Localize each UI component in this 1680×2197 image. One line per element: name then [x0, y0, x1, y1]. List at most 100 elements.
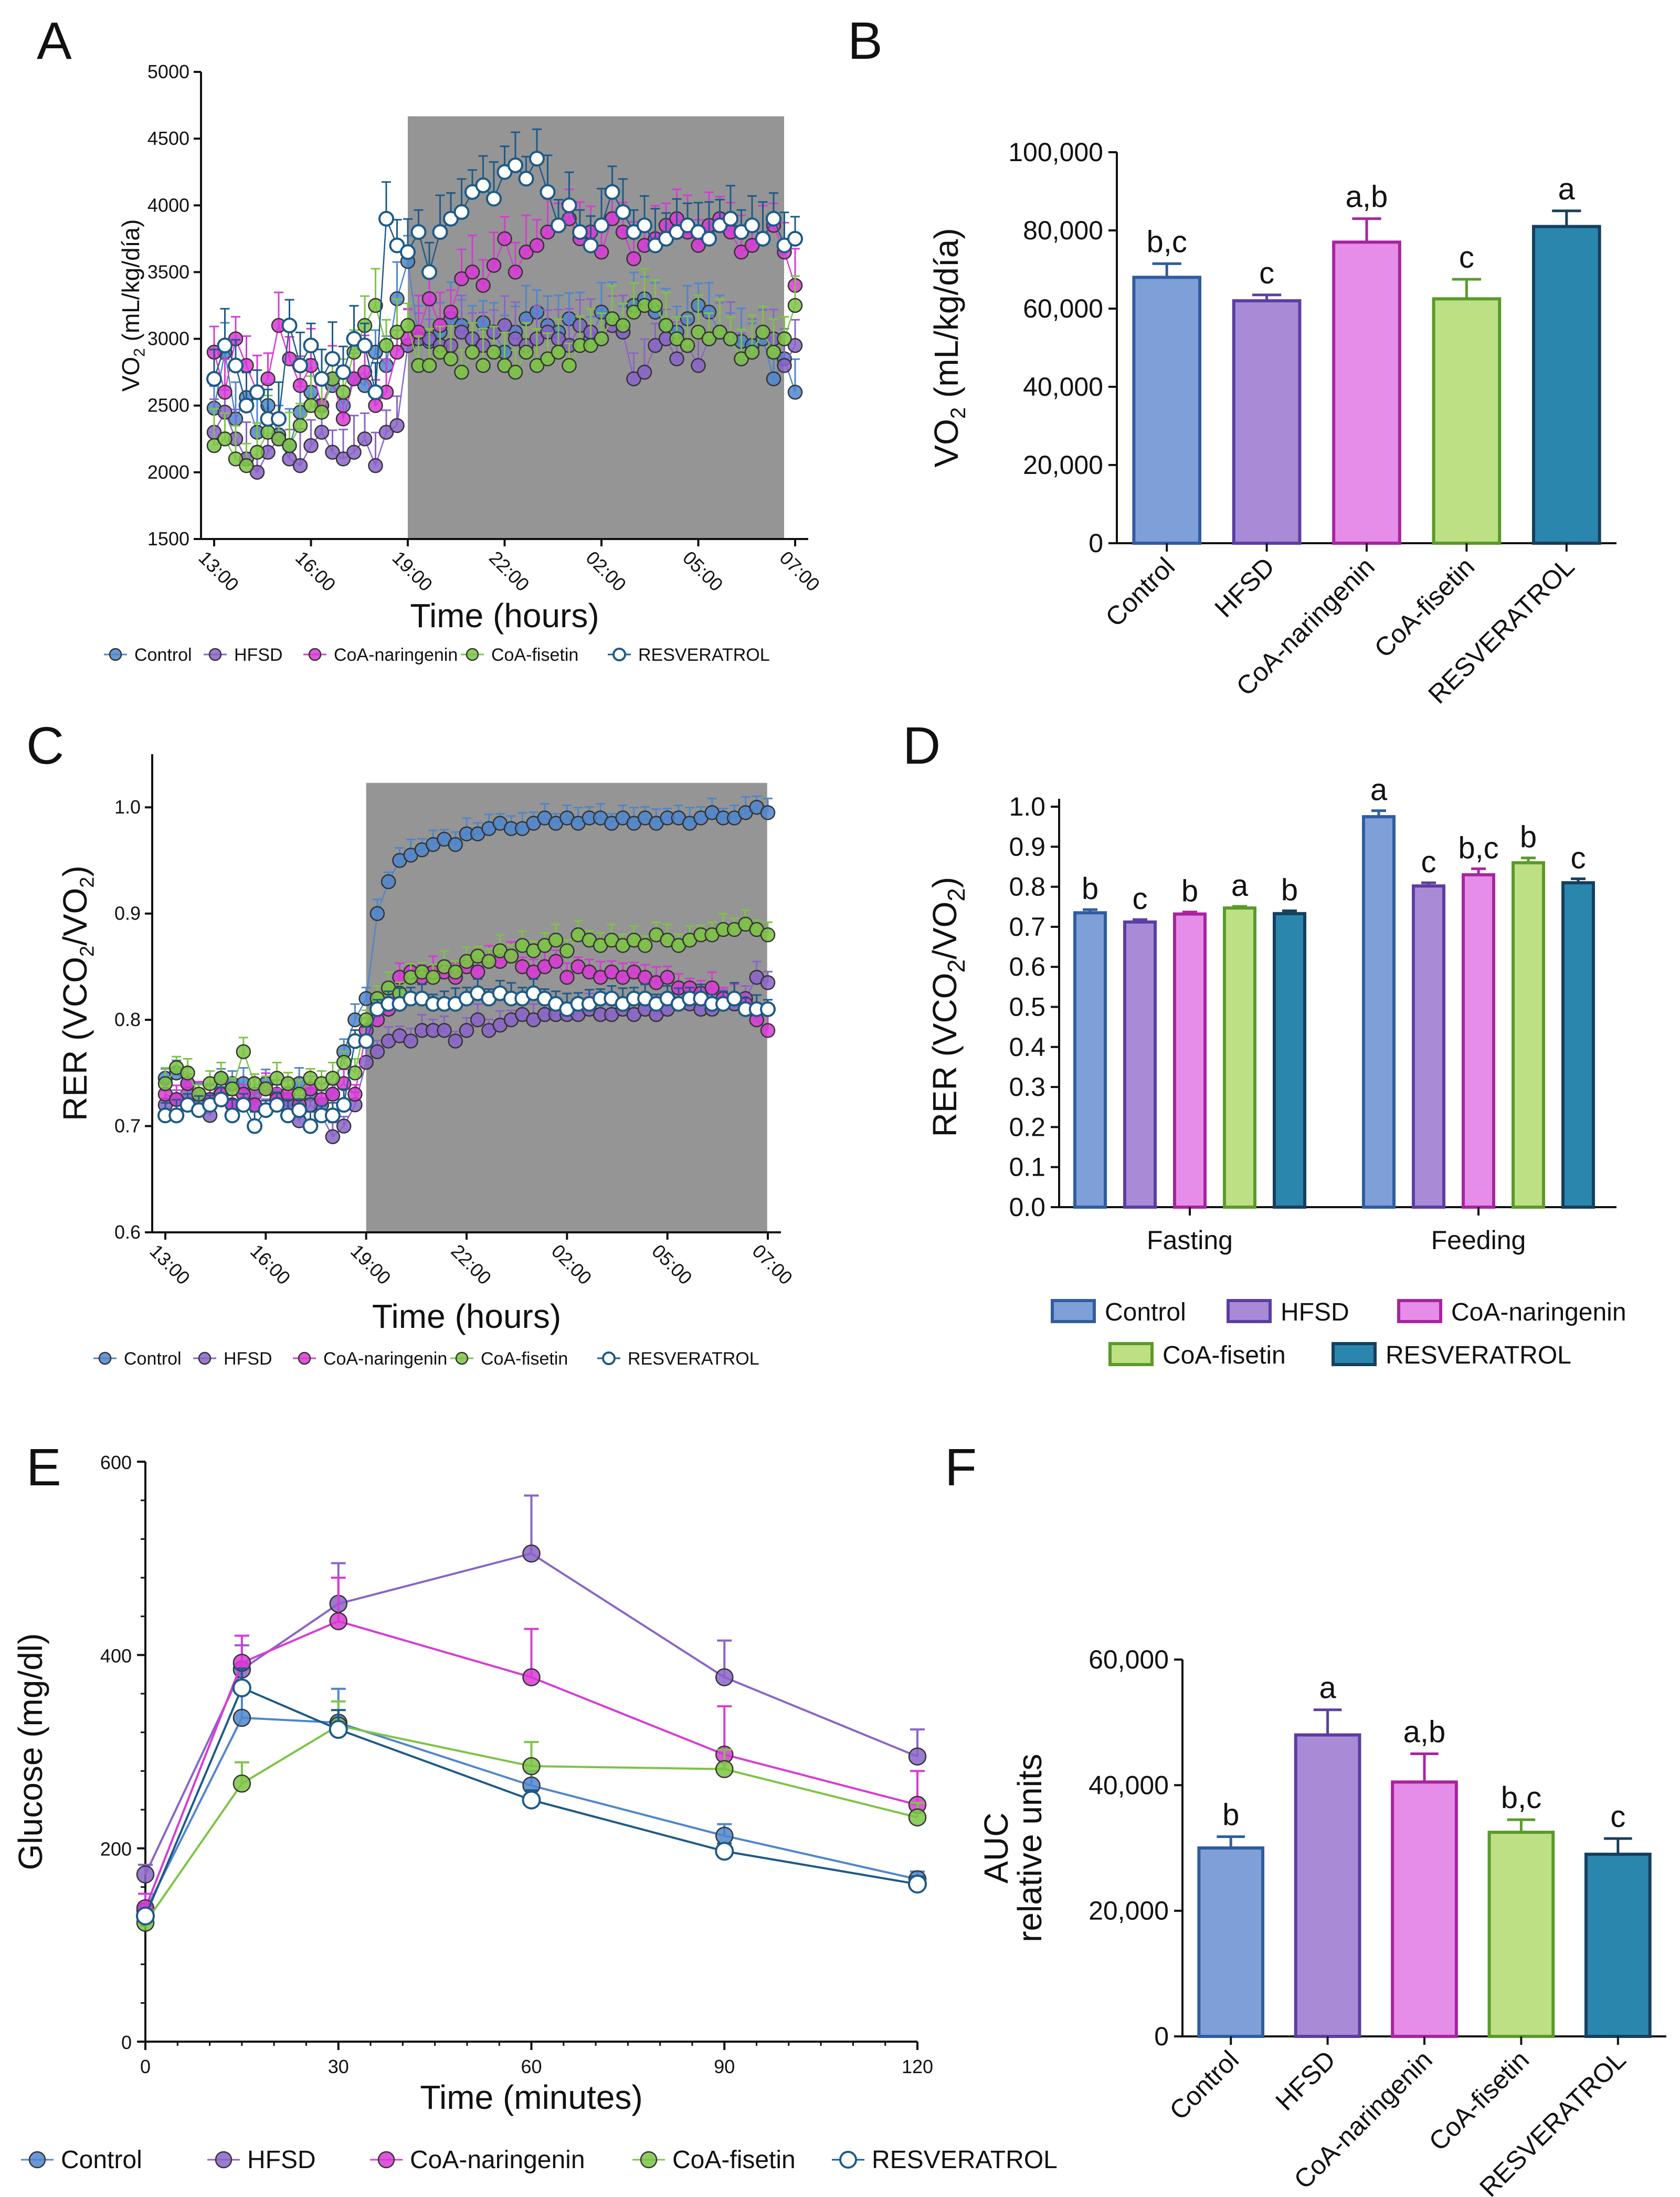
- point-coa-naringenin: [760, 1023, 776, 1038]
- y-axis-label-part: 2: [943, 888, 970, 902]
- bar-hfsd: [1294, 1733, 1361, 2038]
- point-hfsd: [336, 1118, 352, 1134]
- point-hfsd: [454, 324, 469, 340]
- point-coa-fisetin: [236, 1044, 251, 1060]
- point-hfsd: [637, 364, 652, 380]
- point-coa-fisetin: [214, 1071, 229, 1086]
- point-coa-fisetin: [425, 969, 441, 985]
- significance-control: b,c: [1147, 225, 1187, 259]
- point-resveratrol: [206, 371, 222, 387]
- y-tick-label: 1.0: [1009, 792, 1045, 821]
- point-resveratrol: [787, 230, 803, 247]
- y-axis-label: VO2 (mL/kg/día): [117, 219, 149, 392]
- point-coa-fisetin: [335, 385, 351, 400]
- legend-marker-coa-fisetin: [455, 1351, 469, 1365]
- point-coa-fisetin: [637, 938, 653, 953]
- point-hfsd: [368, 458, 383, 473]
- bar-coa-naringenin-fasting: [1173, 912, 1207, 1209]
- point-coa-fisetin: [432, 344, 448, 360]
- significance-coa-fisetin-fasting: a: [1231, 869, 1249, 903]
- point-control: [448, 837, 463, 852]
- point-coa-fisetin: [258, 1081, 273, 1096]
- point-coa-fisetin: [443, 351, 459, 366]
- y-axis-label-part: 2: [947, 407, 970, 419]
- point-resveratrol: [432, 224, 448, 240]
- significance-resveratrol: c: [1610, 1800, 1625, 1834]
- point-resveratrol: [508, 157, 523, 173]
- y-tick-label: 600: [100, 1452, 132, 1473]
- point-coa-fisetin: [233, 1775, 251, 1793]
- x-tick-label: 07:00: [775, 547, 824, 596]
- legend-marker-coa-fisetin: [640, 2151, 658, 2169]
- point-hfsd: [249, 464, 265, 480]
- significance-hfsd-fasting: c: [1133, 882, 1148, 916]
- legend-label-coa-naringenin: CoA-naringenin: [334, 645, 458, 665]
- y-tick-label: 0.8: [1009, 872, 1045, 902]
- point-coa-naringenin: [454, 271, 469, 287]
- point-resveratrol: [228, 357, 244, 374]
- y-tick-label: 0.3: [1009, 1072, 1045, 1102]
- y-tick-label: 0.6: [114, 1221, 141, 1243]
- point-hfsd: [448, 1033, 463, 1049]
- significance-coa-naringenin-fasting: b: [1181, 874, 1198, 909]
- point-coa-naringenin: [260, 371, 276, 387]
- point-hfsd: [325, 1129, 341, 1145]
- bar-coa-fisetin: [1487, 1831, 1555, 2038]
- y-axis-label-part: /VO: [56, 888, 94, 946]
- x-tick-label: 07:00: [748, 1240, 797, 1289]
- y-tick-label: 80,000: [1023, 216, 1103, 245]
- y-tick-label: 200: [100, 1839, 132, 1860]
- point-hfsd: [508, 331, 523, 346]
- point-coa-fisetin: [529, 358, 545, 373]
- y-axis-label-part: ): [926, 877, 964, 888]
- point-resveratrol: [637, 217, 652, 234]
- point-coa-fisetin: [540, 351, 555, 366]
- point-coa-fisetin: [454, 364, 469, 380]
- point-resveratrol: [755, 230, 771, 247]
- y-axis-label: VO2 (mL/kg/día): [927, 228, 970, 467]
- legend-label-control: Control: [1105, 1298, 1186, 1326]
- legend-swatch-control: [1051, 1299, 1096, 1323]
- point-resveratrol: [247, 1118, 263, 1134]
- point-coa-naringenin: [389, 344, 405, 360]
- point-hfsd: [760, 975, 776, 990]
- point-hfsd: [369, 1044, 385, 1060]
- point-resveratrol: [561, 197, 577, 214]
- point-resveratrol: [224, 1107, 240, 1124]
- point-resveratrol: [291, 1102, 308, 1118]
- point-resveratrol: [604, 184, 620, 200]
- point-coa-fisetin: [548, 933, 564, 948]
- point-resveratrol: [367, 384, 384, 400]
- point-coa-fisetin: [755, 324, 770, 340]
- point-resveratrol: [269, 1097, 285, 1113]
- point-resveratrol: [271, 411, 287, 427]
- y-tick-label: 40,000: [1089, 1770, 1169, 1800]
- bar-resveratrol-fasting: [1273, 912, 1306, 1209]
- point-coa-naringenin: [347, 1086, 363, 1102]
- y-tick-label: 4500: [147, 128, 189, 149]
- y-axis-label-part: (mL/kg/día): [927, 228, 965, 407]
- y-tick-label: 0.0: [1009, 1192, 1045, 1222]
- legend-label-hfsd: HFSD: [224, 1349, 272, 1369]
- point-coa-fisetin: [712, 324, 727, 340]
- point-coa-fisetin: [744, 344, 760, 360]
- y-tick-label: 0.9: [114, 903, 141, 924]
- y-tick-label: 1500: [147, 528, 189, 550]
- point-resveratrol: [410, 224, 427, 240]
- x-tick-label: 22:00: [485, 547, 534, 596]
- point-coa-naringenin: [522, 1668, 541, 1686]
- x-tick-label-hfsd: HFSD: [1270, 2045, 1341, 2116]
- y-tick-label: 0.8: [114, 1009, 141, 1030]
- point-resveratrol: [168, 1107, 185, 1124]
- point-resveratrol: [421, 264, 437, 280]
- point-resveratrol: [522, 1790, 541, 1810]
- point-resveratrol: [486, 191, 502, 207]
- point-coa-fisetin: [503, 948, 519, 964]
- point-resveratrol: [760, 1001, 776, 1017]
- bar-control-fasting: [1073, 911, 1107, 1209]
- point-hfsd: [715, 1668, 734, 1686]
- legend-marker-resveratrol: [602, 1351, 616, 1365]
- y-axis-label-part: 2: [131, 348, 149, 357]
- legend-marker-hfsd: [215, 2151, 233, 2169]
- point-control: [766, 371, 781, 387]
